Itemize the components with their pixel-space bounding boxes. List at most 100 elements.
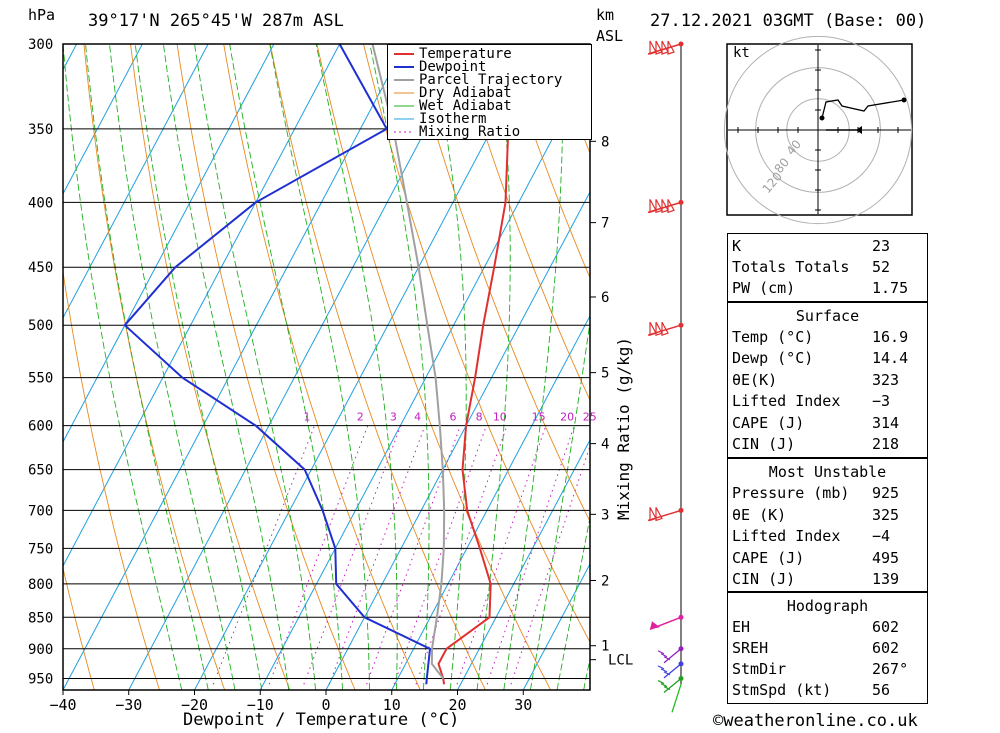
surface-dewp-label: Dewp (°C) [732,349,814,367]
wind-barb-feather [657,665,665,670]
dry-adiabat-line [969,44,1000,690]
x-axis-ticks: −40 −30 −20 −10 0 10 20 30 [49,690,532,714]
pressure-tick-label: 350 [28,122,53,138]
legend-dewpoint: Dewpoint [419,59,487,75]
hodo-title: Hodograph [786,597,869,615]
mixing-ratio-line [415,425,508,685]
wind-barb-flag [649,199,657,214]
dry-adiabat-line [176,44,356,690]
mu-cape-value: 495 [872,549,900,567]
wind-barb-feather [663,671,671,676]
wind-barb-dot [678,322,684,328]
surface-thetae-label: θE(K) [732,371,778,389]
dry-adiabat-line [409,44,590,523]
wind-barb-shaft [663,678,682,694]
wet-adiabat-line [529,319,590,690]
series-dewpoint-line [123,44,432,685]
dry-adiabat-line [316,44,552,690]
mu-thetae-label: θE (K) [732,506,787,524]
wet-adiabat-line [109,44,236,690]
pressure-tick-label: 650 [28,463,53,479]
km-tick-label: 4 [601,437,609,453]
isotherm-line [63,44,406,690]
lcl-label: LCL [608,653,633,669]
wet-adiabat-line [229,44,344,690]
dry-adiabat-line [83,44,226,690]
most-unstable-table: Most Unstable Pressure (mb) 925 θE (K) 325… [727,458,928,592]
isotherm-line [63,44,78,71]
wind-barb-feather [657,650,665,655]
dry-adiabat-line [269,44,486,690]
wind-barb-flag [661,199,669,214]
mu-pressure-label: Pressure (mb) [732,484,850,502]
km-tick-label: 2 [601,573,609,589]
indices-table: K 23 Totals Totals 52 PW (cm) 1.75 [727,233,928,302]
mu-pressure-value: 925 [872,484,900,502]
pressure-tick-label: 700 [28,503,53,519]
km-tick-label: 7 [601,216,609,232]
x-tick-label: 20 [448,696,466,714]
wind-barb [657,661,684,679]
wind-barb-flag [655,40,663,55]
isotherm-line [522,562,590,690]
k-index-label: K [732,237,742,255]
pw-label: PW (cm) [732,279,796,297]
wind-barb-feather [660,668,668,673]
legend-isotherm: Isotherm [419,111,487,127]
wind-barb-feather [663,656,671,661]
profile-curves [123,44,510,685]
wind-barb-flag [655,507,663,522]
wind-barb [649,614,684,631]
pressure-tick-label: 500 [28,318,53,334]
mixing-ratio-line [486,425,575,685]
mixing-ratio-labels: 1 2 3 4 6 8 10 15 20 25 [303,411,596,424]
dry-adiabat-line [502,44,590,279]
stmspd-value: 56 [872,681,891,699]
mixing-ratio-value-label: 10 [493,411,507,424]
eh-value: 602 [872,618,900,636]
mu-cin-value: 139 [872,570,900,588]
wind-barb [647,199,684,214]
wet-adiabat-line [85,44,209,690]
surface-li-value: −3 [872,392,891,410]
pressure-tick-label: 900 [28,642,53,658]
km-tick-label: 3 [601,507,609,523]
sreh-label: SREH [732,639,769,657]
copyright-link[interactable]: ©weatheronline.co.uk [713,711,918,731]
wind-barb-flag [649,40,657,55]
km-tick-label: 5 [601,366,609,382]
mu-li-label: Lifted Index [732,527,841,545]
k-index-value: 23 [872,237,891,255]
mixing-ratio-line [212,425,316,685]
wind-barb-feather [660,682,668,688]
pressure-tick-label: 300 [28,37,53,53]
wind-barb-dot [678,507,684,513]
wind-barb-surface [671,684,682,713]
wind-barb-shaft [663,663,682,679]
mixing-ratio-line [510,444,590,685]
wind-barb [647,507,684,522]
dry-adiabat-line [223,44,421,690]
mixing-ratio-line [328,425,426,685]
totals-value: 52 [872,258,891,276]
mixing-ratio-line [303,425,402,685]
mixing-ratio-line [268,425,369,685]
x-tick-label: 30 [514,696,532,714]
legend-mixing-ratio: Mixing Ratio [419,124,521,140]
pressure-tick-label: 950 [28,672,53,688]
stmspd-label: StmSpd (kt) [732,681,832,699]
stmdir-label: StmDir [732,660,787,678]
hodograph-unit: kt [733,45,750,61]
wet-adiabat-line [269,44,370,690]
km-unit-label: km [596,6,615,24]
mixing-ratio-value-label: 1 [303,411,310,424]
mixing-ratio-value-label: 6 [450,411,457,424]
mu-title: Most Unstable [768,463,887,481]
pressure-tick-label: 850 [28,610,53,626]
pressure-tick-label: 450 [28,260,53,276]
mixing-ratio-value-label: 20 [560,411,574,424]
wind-barb-flag [650,621,660,630]
wind-barb-dot [678,661,684,667]
isotherm-line [325,190,590,690]
stmdir-value: 267° [872,660,909,678]
